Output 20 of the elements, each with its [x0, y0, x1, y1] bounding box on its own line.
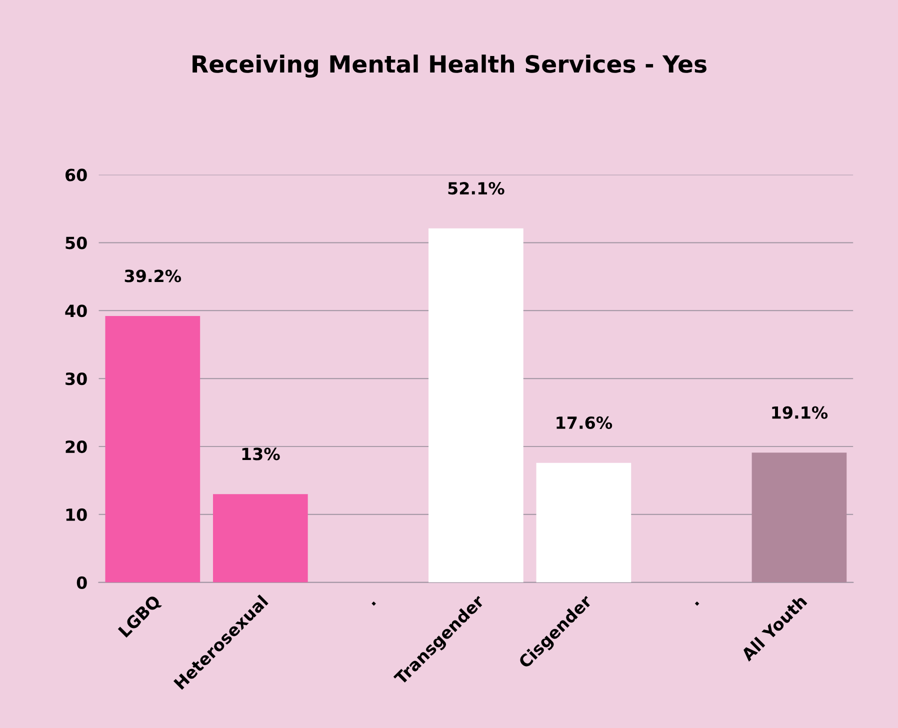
x-tick-label: .: [694, 601, 700, 606]
chart-title: Receiving Mental Health Services - Yes: [192, 54, 706, 78]
data-label: 39.2%: [124, 270, 182, 282]
bar: [213, 494, 308, 582]
x-tick-label: .: [372, 601, 376, 606]
data-label: 52.1%: [448, 182, 504, 195]
y-tick-label: 40: [65, 304, 87, 318]
bar: [536, 462, 632, 582]
y-tick-label: 20: [66, 440, 87, 454]
y-tick-label: 60: [66, 168, 87, 182]
y-tick-label: 50: [66, 236, 87, 250]
data-label: 13%: [242, 448, 280, 460]
y-tick-label: 30: [66, 372, 87, 386]
data-label: 19.1%: [772, 406, 828, 419]
y-tick-label: 10: [66, 508, 87, 522]
bar: [105, 316, 200, 582]
y-tick-label: 0: [76, 576, 87, 589]
bar: [428, 228, 524, 582]
bar: [752, 452, 847, 582]
data-label: 17.6%: [556, 416, 612, 430]
